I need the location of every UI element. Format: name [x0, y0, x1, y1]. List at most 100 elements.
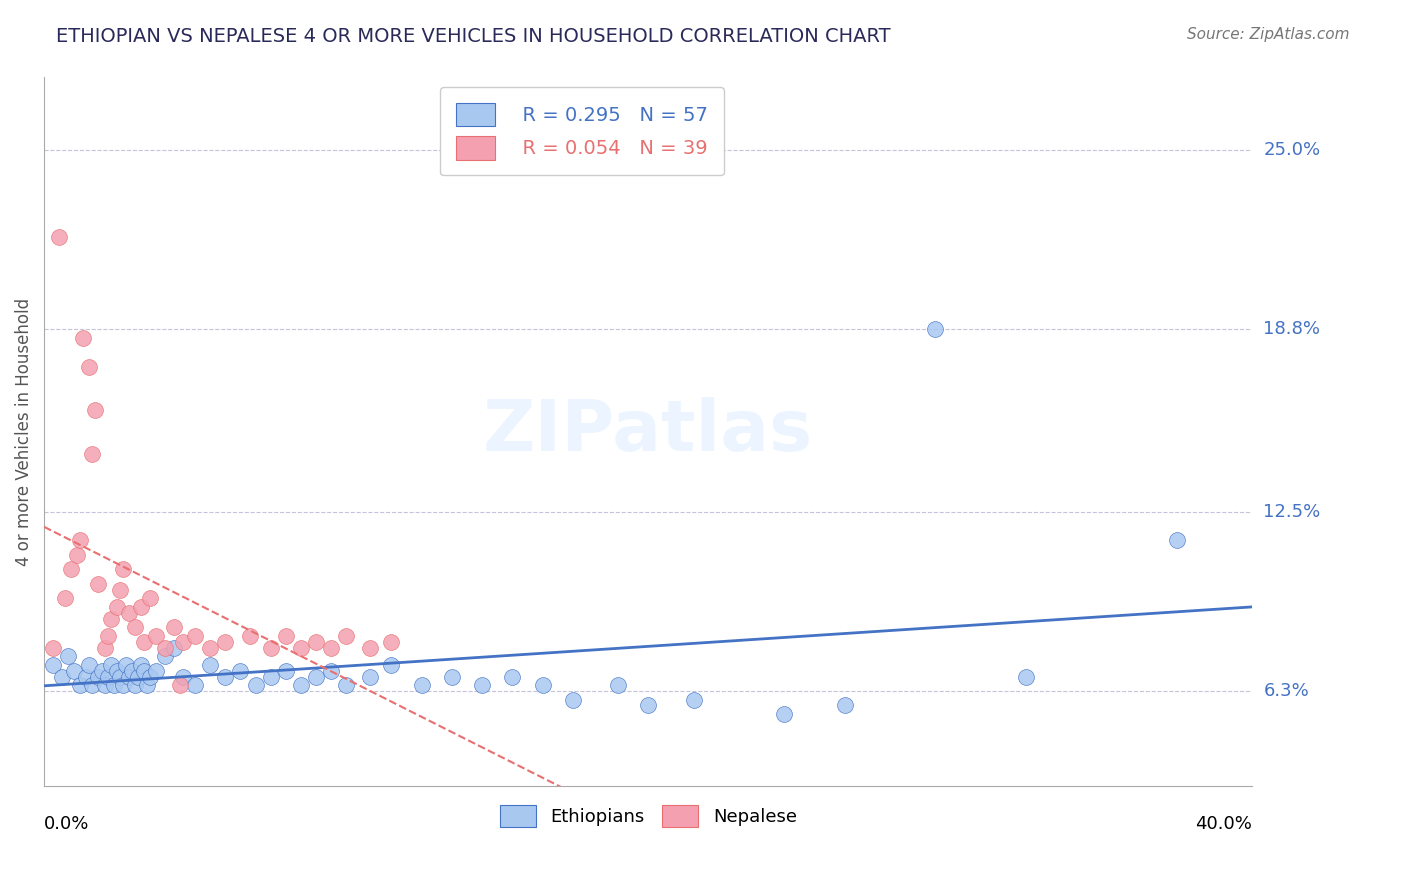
Point	[129, 600, 152, 615]
Point	[274, 664, 297, 678]
Point	[163, 620, 186, 634]
Point	[42, 640, 65, 655]
Point	[96, 669, 118, 683]
Point	[90, 664, 112, 678]
Point	[335, 629, 357, 643]
Text: 6.3%: 6.3%	[1264, 682, 1309, 700]
Point	[214, 669, 236, 683]
Point	[380, 657, 402, 672]
Point	[184, 678, 207, 692]
Point	[335, 678, 357, 692]
Point	[121, 664, 143, 678]
Point	[118, 669, 141, 683]
Point	[127, 669, 149, 683]
Legend: Ethiopians, Nepalese: Ethiopians, Nepalese	[492, 797, 804, 834]
Point	[69, 533, 91, 548]
Point	[319, 664, 342, 678]
Point	[87, 577, 110, 591]
Text: 40.0%: 40.0%	[1195, 815, 1253, 833]
Point	[66, 548, 89, 562]
Point	[169, 678, 191, 692]
Point	[103, 678, 125, 692]
Point	[200, 657, 222, 672]
Text: Source: ZipAtlas.com: Source: ZipAtlas.com	[1187, 27, 1350, 42]
Point	[471, 678, 494, 692]
Text: ZIPatlas: ZIPatlas	[484, 398, 813, 467]
Point	[96, 629, 118, 643]
Point	[60, 562, 83, 576]
Text: 25.0%: 25.0%	[1264, 141, 1320, 159]
Point	[172, 669, 194, 683]
Point	[114, 657, 136, 672]
Point	[1015, 669, 1038, 683]
Point	[111, 562, 134, 576]
Point	[100, 657, 122, 672]
Point	[359, 640, 381, 655]
Point	[607, 678, 630, 692]
Point	[163, 640, 186, 655]
Point	[834, 698, 856, 713]
Point	[75, 669, 97, 683]
Point	[214, 634, 236, 648]
Point	[93, 640, 115, 655]
Point	[172, 634, 194, 648]
Point	[380, 634, 402, 648]
Point	[924, 322, 946, 336]
Point	[229, 664, 252, 678]
Text: 18.8%: 18.8%	[1264, 320, 1320, 338]
Point	[42, 657, 65, 672]
Point	[259, 640, 281, 655]
Point	[135, 678, 157, 692]
Point	[108, 669, 131, 683]
Point	[290, 640, 312, 655]
Point	[184, 629, 207, 643]
Point	[93, 678, 115, 692]
Point	[682, 692, 704, 706]
Point	[274, 629, 297, 643]
Point	[561, 692, 583, 706]
Text: 0.0%: 0.0%	[44, 815, 90, 833]
Point	[637, 698, 659, 713]
Point	[145, 664, 167, 678]
Point	[305, 669, 328, 683]
Point	[319, 640, 342, 655]
Text: ETHIOPIAN VS NEPALESE 4 OR MORE VEHICLES IN HOUSEHOLD CORRELATION CHART: ETHIOPIAN VS NEPALESE 4 OR MORE VEHICLES…	[56, 27, 891, 45]
Y-axis label: 4 or more Vehicles in Household: 4 or more Vehicles in Household	[15, 298, 32, 566]
Point	[411, 678, 433, 692]
Point	[53, 591, 76, 606]
Point	[153, 640, 176, 655]
Point	[72, 331, 94, 345]
Point	[82, 678, 104, 692]
Point	[111, 678, 134, 692]
Point	[69, 678, 91, 692]
Point	[58, 649, 80, 664]
Point	[129, 657, 152, 672]
Point	[132, 634, 155, 648]
Point	[48, 229, 70, 244]
Point	[440, 669, 463, 683]
Point	[1166, 533, 1188, 548]
Point	[773, 707, 796, 722]
Point	[238, 629, 260, 643]
Point	[259, 669, 281, 683]
Point	[87, 669, 110, 683]
Point	[132, 664, 155, 678]
Point	[108, 582, 131, 597]
Point	[200, 640, 222, 655]
Point	[305, 634, 328, 648]
Point	[63, 664, 86, 678]
Point	[501, 669, 523, 683]
Point	[145, 629, 167, 643]
Text: 12.5%: 12.5%	[1264, 502, 1320, 521]
Point	[139, 591, 162, 606]
Point	[51, 669, 73, 683]
Point	[139, 669, 162, 683]
Point	[105, 600, 128, 615]
Point	[79, 359, 101, 374]
Point	[82, 447, 104, 461]
Point	[79, 657, 101, 672]
Point	[124, 620, 146, 634]
Point	[84, 403, 107, 417]
Point	[124, 678, 146, 692]
Point	[359, 669, 381, 683]
